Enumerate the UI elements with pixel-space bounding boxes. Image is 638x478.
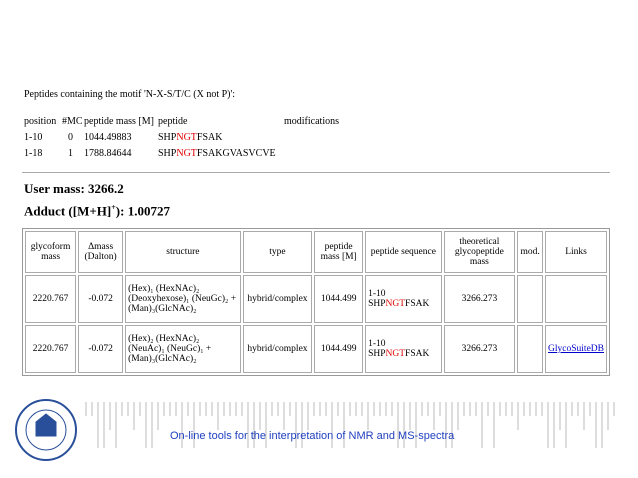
motif-part: NGT [176,148,197,159]
range: 1-10 [368,289,386,299]
database-link[interactable]: GlycoSuiteDB [548,344,604,354]
glycoform-mass: 2220.767 [25,325,77,373]
sequence-part: SHP [368,299,386,309]
position: 1-10 [24,132,43,143]
motif-header-row: position #MC peptide mass [M] peptide mo… [24,116,384,130]
column-label: peptide mass [M] [84,116,154,127]
peptide-sequence: 1-10 SHPNGTFSAK [365,275,442,323]
decoration [15,399,615,461]
results-table: glycoform mass Δmass (Dalton) structure … [22,228,610,376]
adduct: Adduct ([M+H]+): 1.00727 [24,203,170,219]
sequence-part: SHP [368,349,386,359]
sequence-part: FSAKGVASVCVE [196,148,276,159]
university-seal [15,399,77,461]
peptide: SHPNGTFSAK [158,132,223,143]
links: GlycoSuiteDB [545,325,607,373]
motif-part: NGT [176,132,197,143]
structure-line: (Hex)₂ (HexNAc)₂ [128,334,200,344]
user-mass: User mass: 3266.2 [24,181,124,196]
sequence-part: FSAK [196,132,223,143]
structure: (Hex)₂ (HexNAc)₂ (NeuAc)₁ (NeuGc)₁ + (Man)… [125,325,241,373]
column-label: modifications [284,116,339,127]
header-cell: theoretical glycopeptide mass [443,231,516,273]
peptide-mass: 1044.49883 [84,132,132,143]
result-row: 2220.767 -0.072 (Hex)₂ (HexNAc)₂ (NeuAc)₁… [25,325,607,373]
header-row: glycoform mass Δmass (Dalton) structure … [25,231,607,273]
adduct-sup: + [111,203,116,212]
motif-part: NGT [385,299,406,309]
links [545,275,607,323]
header-cell: Links [545,231,607,273]
result-row: 2220.767 -0.072 (Hex)₁ (HexNAc)₂ (Deoxyhe… [25,275,607,323]
column-label: #MC [62,116,83,127]
structure-line: (Man)₃(GlcNAc)₂ [128,354,197,364]
glycoform-mass: 2220.767 [25,275,77,323]
sequence-part: SHP [158,148,177,159]
delta-mass: -0.072 [78,275,124,323]
sequence-part: SHP [158,132,177,143]
peptide-mass: 1044.499 [314,275,364,323]
header-cell: glycoform mass [25,231,77,273]
sequence-part: FSAK [405,299,430,309]
header-cell: type [242,231,313,273]
header-cell: structure [125,231,241,273]
motif-part: NGT [385,349,406,359]
divider [22,172,610,173]
adduct-text: ): 1.00727 [115,203,170,219]
missed-cleavages: 0 [68,132,73,143]
motif-heading: Peptides containing the motif 'N-X-S/T/C… [24,89,236,100]
footer: On-line tools for the interpretation of … [170,430,455,442]
delta-mass: -0.072 [78,325,124,373]
structure-line: (Deoxyhexose)₁ (NeuGc)₂ + [128,294,237,304]
peptide-sequence: 1-10 SHPNGTFSAK [365,325,442,373]
peptide: SHPNGTFSAKGVASVCVE [158,148,276,159]
mod [517,275,544,323]
structure-line: (NeuAc)₁ (NeuGc)₁ + [128,344,212,354]
type: hybrid/complex [242,275,313,323]
peptide-mass: 1788.84644 [84,148,132,159]
range: 1-10 [368,339,386,349]
theoretical-mass: 3266.273 [443,325,516,373]
theoretical-mass: 3266.273 [443,275,516,323]
header-cell: peptide mass [M] [314,231,364,273]
type: hybrid/complex [242,325,313,373]
header-cell: peptide sequence [365,231,442,273]
header-cell: Δmass (Dalton) [78,231,124,273]
column-label: position [24,116,57,127]
structure-line: (Man)₃(GlcNAc)₂ [128,304,197,314]
missed-cleavages: 1 [68,148,73,159]
sequence-part: FSAK [405,349,430,359]
adduct-text: Adduct ([M+H] [24,203,112,219]
structure: (Hex)₁ (HexNAc)₂ (Deoxyhexose)₁ (NeuGc)₂ … [125,275,241,323]
structure-line: (Hex)₁ (HexNAc)₂ [128,284,200,294]
motif-row: 1-10 0 1044.49883 SHPNGTFSAK [24,132,384,146]
header-cell: mod. [517,231,544,273]
motif-row: 1-18 1 1788.84644 SHPNGTFSAKGVASVCVE [24,148,384,162]
position: 1-18 [24,148,43,159]
peptide-mass: 1044.499 [314,325,364,373]
mod [517,325,544,373]
column-label: peptide [158,116,188,127]
spectrum-graphic [85,402,615,448]
